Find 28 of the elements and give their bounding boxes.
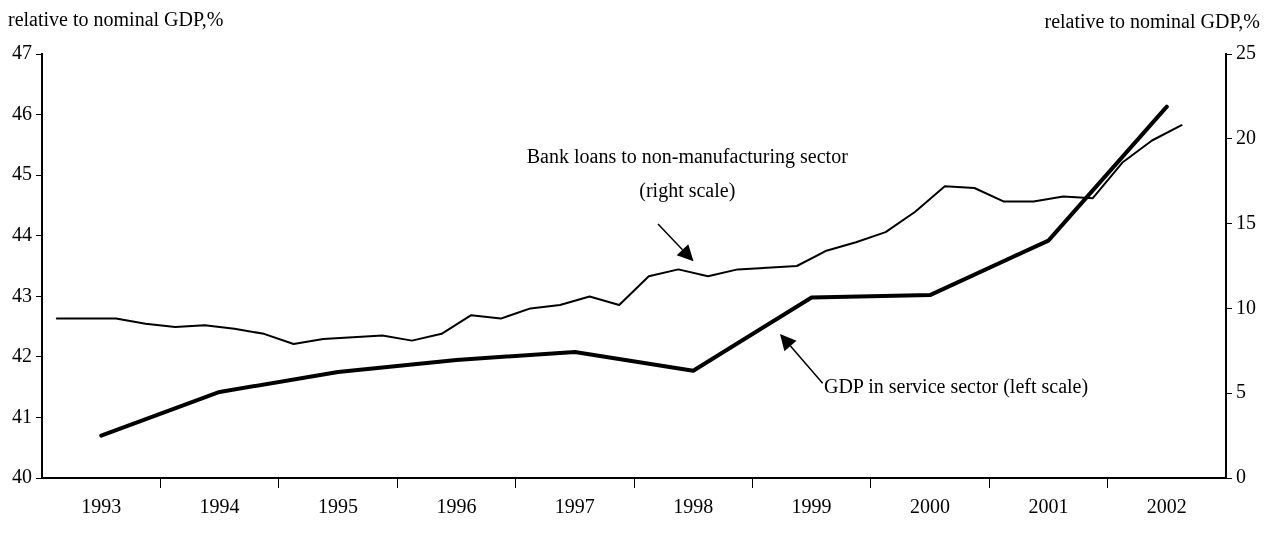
y-tick-label: 40 bbox=[12, 465, 32, 488]
annotation: Bank loans to non-manufacturing sector (right scale) bbox=[526, 144, 849, 202]
y2-tick-label: 20 bbox=[1236, 126, 1256, 149]
x-tick-label: 2000 bbox=[910, 495, 950, 518]
y-tick-label: 41 bbox=[12, 404, 32, 427]
x-tick-label: 1997 bbox=[554, 495, 595, 518]
y2-axis-title: relative to nominal GDP,% bbox=[1044, 10, 1260, 32]
x-tick-label: 1993 bbox=[81, 495, 122, 518]
y2-tick-label: 10 bbox=[1236, 295, 1256, 318]
y2-tick-label: 0 bbox=[1236, 465, 1246, 488]
x-tick-label: 1996 bbox=[436, 495, 477, 518]
y2-tick-label: 15 bbox=[1236, 210, 1256, 233]
x-tick-label: 1994 bbox=[199, 495, 240, 518]
annotation: GDP in service sector (left scale) bbox=[823, 375, 1089, 399]
x-tick-label: 1995 bbox=[318, 495, 358, 518]
x-tick-label: 1999 bbox=[791, 495, 832, 518]
x-tick-label: 1998 bbox=[673, 495, 714, 518]
y-tick-label: 42 bbox=[12, 344, 32, 367]
x-tick-label: 2002 bbox=[1146, 495, 1187, 518]
y-tick-label: 45 bbox=[12, 162, 32, 185]
x-tick-label: 2001 bbox=[1028, 495, 1069, 518]
y2-tick-label: 25 bbox=[1236, 41, 1256, 64]
y2-tick-label: 5 bbox=[1236, 380, 1246, 403]
y-tick-label: 44 bbox=[12, 222, 32, 245]
y-tick-label: 46 bbox=[12, 101, 32, 124]
y-axis-title: relative to nominal GDP,% bbox=[8, 8, 224, 30]
y-tick-label: 43 bbox=[12, 283, 32, 306]
y-tick-label: 47 bbox=[12, 41, 32, 64]
